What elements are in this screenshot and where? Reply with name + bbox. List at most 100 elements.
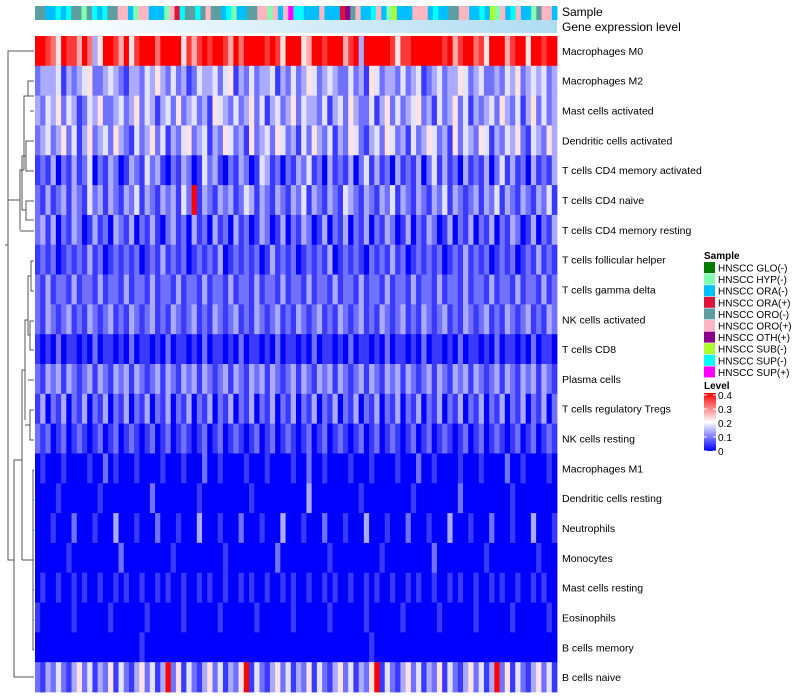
heatmap-cell	[389, 185, 396, 216]
heatmap-cell	[478, 274, 485, 305]
heatmap-cell	[551, 393, 558, 425]
heatmap-cell	[306, 334, 313, 365]
heatmap-cell	[525, 95, 532, 126]
heatmap-cell	[322, 155, 328, 186]
heatmap-cell	[269, 483, 276, 514]
heatmap-cell	[134, 364, 140, 395]
heatmap-cell	[170, 125, 177, 156]
heatmap-cell	[170, 572, 177, 603]
heatmap-cell	[551, 453, 558, 484]
heatmap-cell	[285, 125, 292, 156]
heatmap-cell	[358, 632, 365, 663]
heatmap-cell	[290, 423, 297, 454]
heatmap-cell	[342, 513, 349, 544]
heatmap-cell	[374, 453, 380, 484]
heatmap-cell	[280, 274, 286, 305]
heatmap-cell	[202, 304, 208, 335]
heatmap-cell	[311, 36, 318, 67]
heatmap-cell	[165, 513, 172, 544]
heatmap-cell	[149, 572, 156, 603]
heatmap-cell	[134, 95, 140, 126]
heatmap-cell	[363, 304, 370, 335]
heatmap-cell	[55, 632, 62, 663]
heatmap-cell	[35, 244, 41, 275]
heatmap-cell	[499, 483, 506, 514]
heatmap-cell	[92, 244, 99, 275]
heatmap-cell	[353, 274, 360, 305]
heatmap-cell	[452, 423, 459, 454]
heatmap-cell	[452, 572, 459, 603]
heatmap-cell	[410, 304, 417, 335]
heatmap-cell	[123, 125, 130, 156]
heatmap-cell	[327, 602, 333, 633]
heatmap-cell	[290, 244, 297, 275]
heatmap-cell	[149, 513, 156, 544]
heatmap-cell	[249, 125, 255, 156]
heatmap-cell	[311, 244, 318, 275]
heatmap-cell	[212, 125, 219, 156]
heatmap-cell	[207, 334, 213, 365]
heatmap-cell	[447, 662, 453, 693]
heatmap-cell	[108, 483, 114, 514]
heatmap-cell	[358, 602, 365, 633]
heatmap-cell	[463, 602, 469, 633]
heatmap-cell	[379, 632, 386, 663]
heatmap-cell	[149, 364, 156, 395]
heatmap-cell	[358, 334, 365, 365]
sample-annotation-cell	[71, 6, 77, 20]
heatmap-cell	[353, 185, 360, 216]
heatmap-cell	[181, 125, 187, 156]
heatmap-cell	[249, 483, 255, 514]
heatmap-cell	[35, 95, 41, 126]
heatmap-cell	[525, 483, 532, 514]
heatmap-cell	[494, 274, 500, 305]
heatmap-cell	[348, 483, 354, 514]
heatmap-cell	[494, 36, 500, 67]
heatmap-cell	[494, 662, 500, 693]
heatmap-cell	[212, 453, 219, 484]
heatmap-cell	[50, 632, 57, 663]
heatmap-cell	[175, 453, 182, 484]
heatmap-cell	[400, 453, 407, 484]
heatmap-cell	[536, 513, 542, 544]
heatmap-cell	[280, 304, 286, 335]
heatmap-cell	[134, 65, 140, 97]
heatmap-cell	[228, 423, 234, 454]
heatmap-cell	[322, 602, 328, 633]
heatmap-cell	[108, 513, 114, 544]
sample-annotation-cell	[148, 6, 155, 20]
heatmap-cell	[489, 572, 495, 603]
heatmap-cell	[342, 244, 349, 275]
heatmap-cell	[233, 393, 239, 425]
heatmap-cell	[149, 453, 156, 484]
heatmap-cell	[92, 572, 99, 603]
heatmap-cell	[113, 244, 119, 275]
heatmap-cell	[348, 304, 354, 335]
heatmap-cell	[426, 125, 433, 156]
heatmap-cell	[123, 334, 130, 365]
heatmap-cell	[473, 244, 480, 275]
heatmap-cell	[123, 214, 130, 246]
heatmap-cell	[76, 513, 83, 544]
heatmap-cell	[327, 304, 333, 335]
heatmap-cell	[536, 572, 542, 603]
heatmap-cell	[285, 95, 292, 126]
heatmap-cell	[337, 244, 344, 275]
heatmap-cell	[259, 65, 266, 97]
heatmap-cell	[259, 453, 266, 484]
heatmap-cell	[447, 453, 453, 484]
heatmap-cell	[61, 483, 67, 514]
heatmap-cell	[301, 662, 307, 693]
heatmap-cell	[405, 274, 412, 305]
sample-annotation-cell	[262, 6, 268, 20]
heatmap-cell	[515, 572, 521, 603]
sample-annotation-cell	[525, 6, 532, 20]
heatmap-cell	[452, 214, 459, 246]
heatmap-cell	[389, 65, 396, 97]
heatmap-cell	[374, 423, 380, 454]
heatmap-cell	[473, 423, 480, 454]
heatmap-cell	[442, 274, 448, 305]
heatmap-cell	[45, 334, 52, 365]
heatmap-cell	[525, 364, 532, 395]
heatmap-cell	[374, 632, 380, 663]
